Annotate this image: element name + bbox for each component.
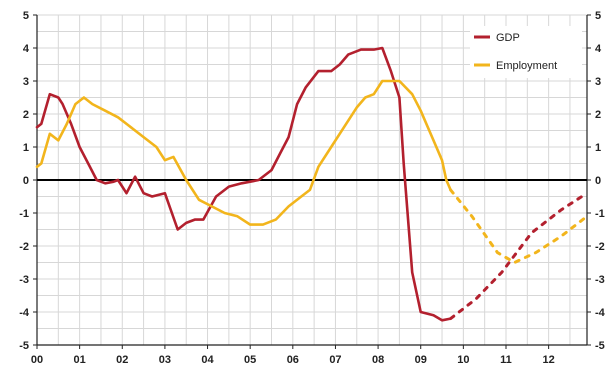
- series-lines: [35, 46, 589, 322]
- x-tick-label: 11: [500, 354, 512, 366]
- y-tick-labels-left: 5 4 3 2 1 0 -1 -2 -3 -4 -5: [19, 10, 30, 352]
- y-tick-label-left: 3: [23, 76, 29, 88]
- x-tick-label: 02: [116, 354, 128, 366]
- y-tick-label-left: 5: [23, 10, 29, 22]
- axes: [33, 14, 591, 349]
- y-tick-label-right: -5: [595, 340, 605, 352]
- y-tick-label-left: -4: [19, 307, 30, 319]
- y-tick-label-right: -1: [595, 208, 605, 220]
- legend-label-gdp: GDP: [496, 32, 520, 44]
- x-tick-label: 09: [415, 354, 427, 366]
- x-tick-label: 04: [201, 354, 214, 366]
- series-line-employment: [35, 79, 452, 226]
- x-tick-label: 07: [329, 354, 341, 366]
- y-tick-label-right: -2: [595, 241, 605, 253]
- y-tick-label-left: 2: [23, 109, 29, 121]
- legend-background: [470, 26, 582, 78]
- y-tick-label-right: 3: [595, 76, 601, 88]
- y-tick-label-right: 0: [595, 175, 601, 187]
- x-tick-label: 00: [31, 354, 43, 366]
- y-tick-label-left: 4: [23, 43, 30, 55]
- y-tick-label-right: -4: [595, 307, 606, 319]
- y-tick-labels-right: 5 4 3 2 1 0 -1 -2 -3 -4 -5: [595, 10, 606, 352]
- x-tick-label: 12: [543, 354, 555, 366]
- y-tick-label-left: -5: [19, 340, 29, 352]
- x-tick-label: 06: [287, 354, 299, 366]
- x-tick-label: 05: [244, 354, 256, 366]
- y-tick-label-left: 1: [23, 142, 29, 154]
- x-tick-labels: 00 01 02 03 04 05 06 07 08 09 10 11 12: [31, 354, 555, 366]
- series-line-gdp: [35, 46, 452, 322]
- x-tick-label: 10: [457, 354, 469, 366]
- x-tick-label: 08: [372, 354, 384, 366]
- x-tick-label: 01: [74, 354, 86, 366]
- series-forecast-employment: [449, 188, 589, 265]
- y-tick-label-right: 4: [595, 43, 602, 55]
- y-tick-label-left: -2: [19, 241, 29, 253]
- y-tick-label-left: 0: [23, 175, 29, 187]
- series-forecast-gdp: [449, 191, 589, 321]
- y-tick-label-right: 1: [595, 142, 601, 154]
- legend: GDP Employment: [470, 26, 582, 78]
- y-tick-label-right: 5: [595, 10, 601, 22]
- y-tick-label-left: -3: [19, 274, 29, 286]
- y-tick-label-right: -3: [595, 274, 605, 286]
- y-tick-label-left: -1: [19, 208, 29, 220]
- legend-label-employment: Employment: [496, 60, 557, 72]
- x-tick-label: 03: [159, 354, 171, 366]
- y-tick-label-right: 2: [595, 109, 601, 121]
